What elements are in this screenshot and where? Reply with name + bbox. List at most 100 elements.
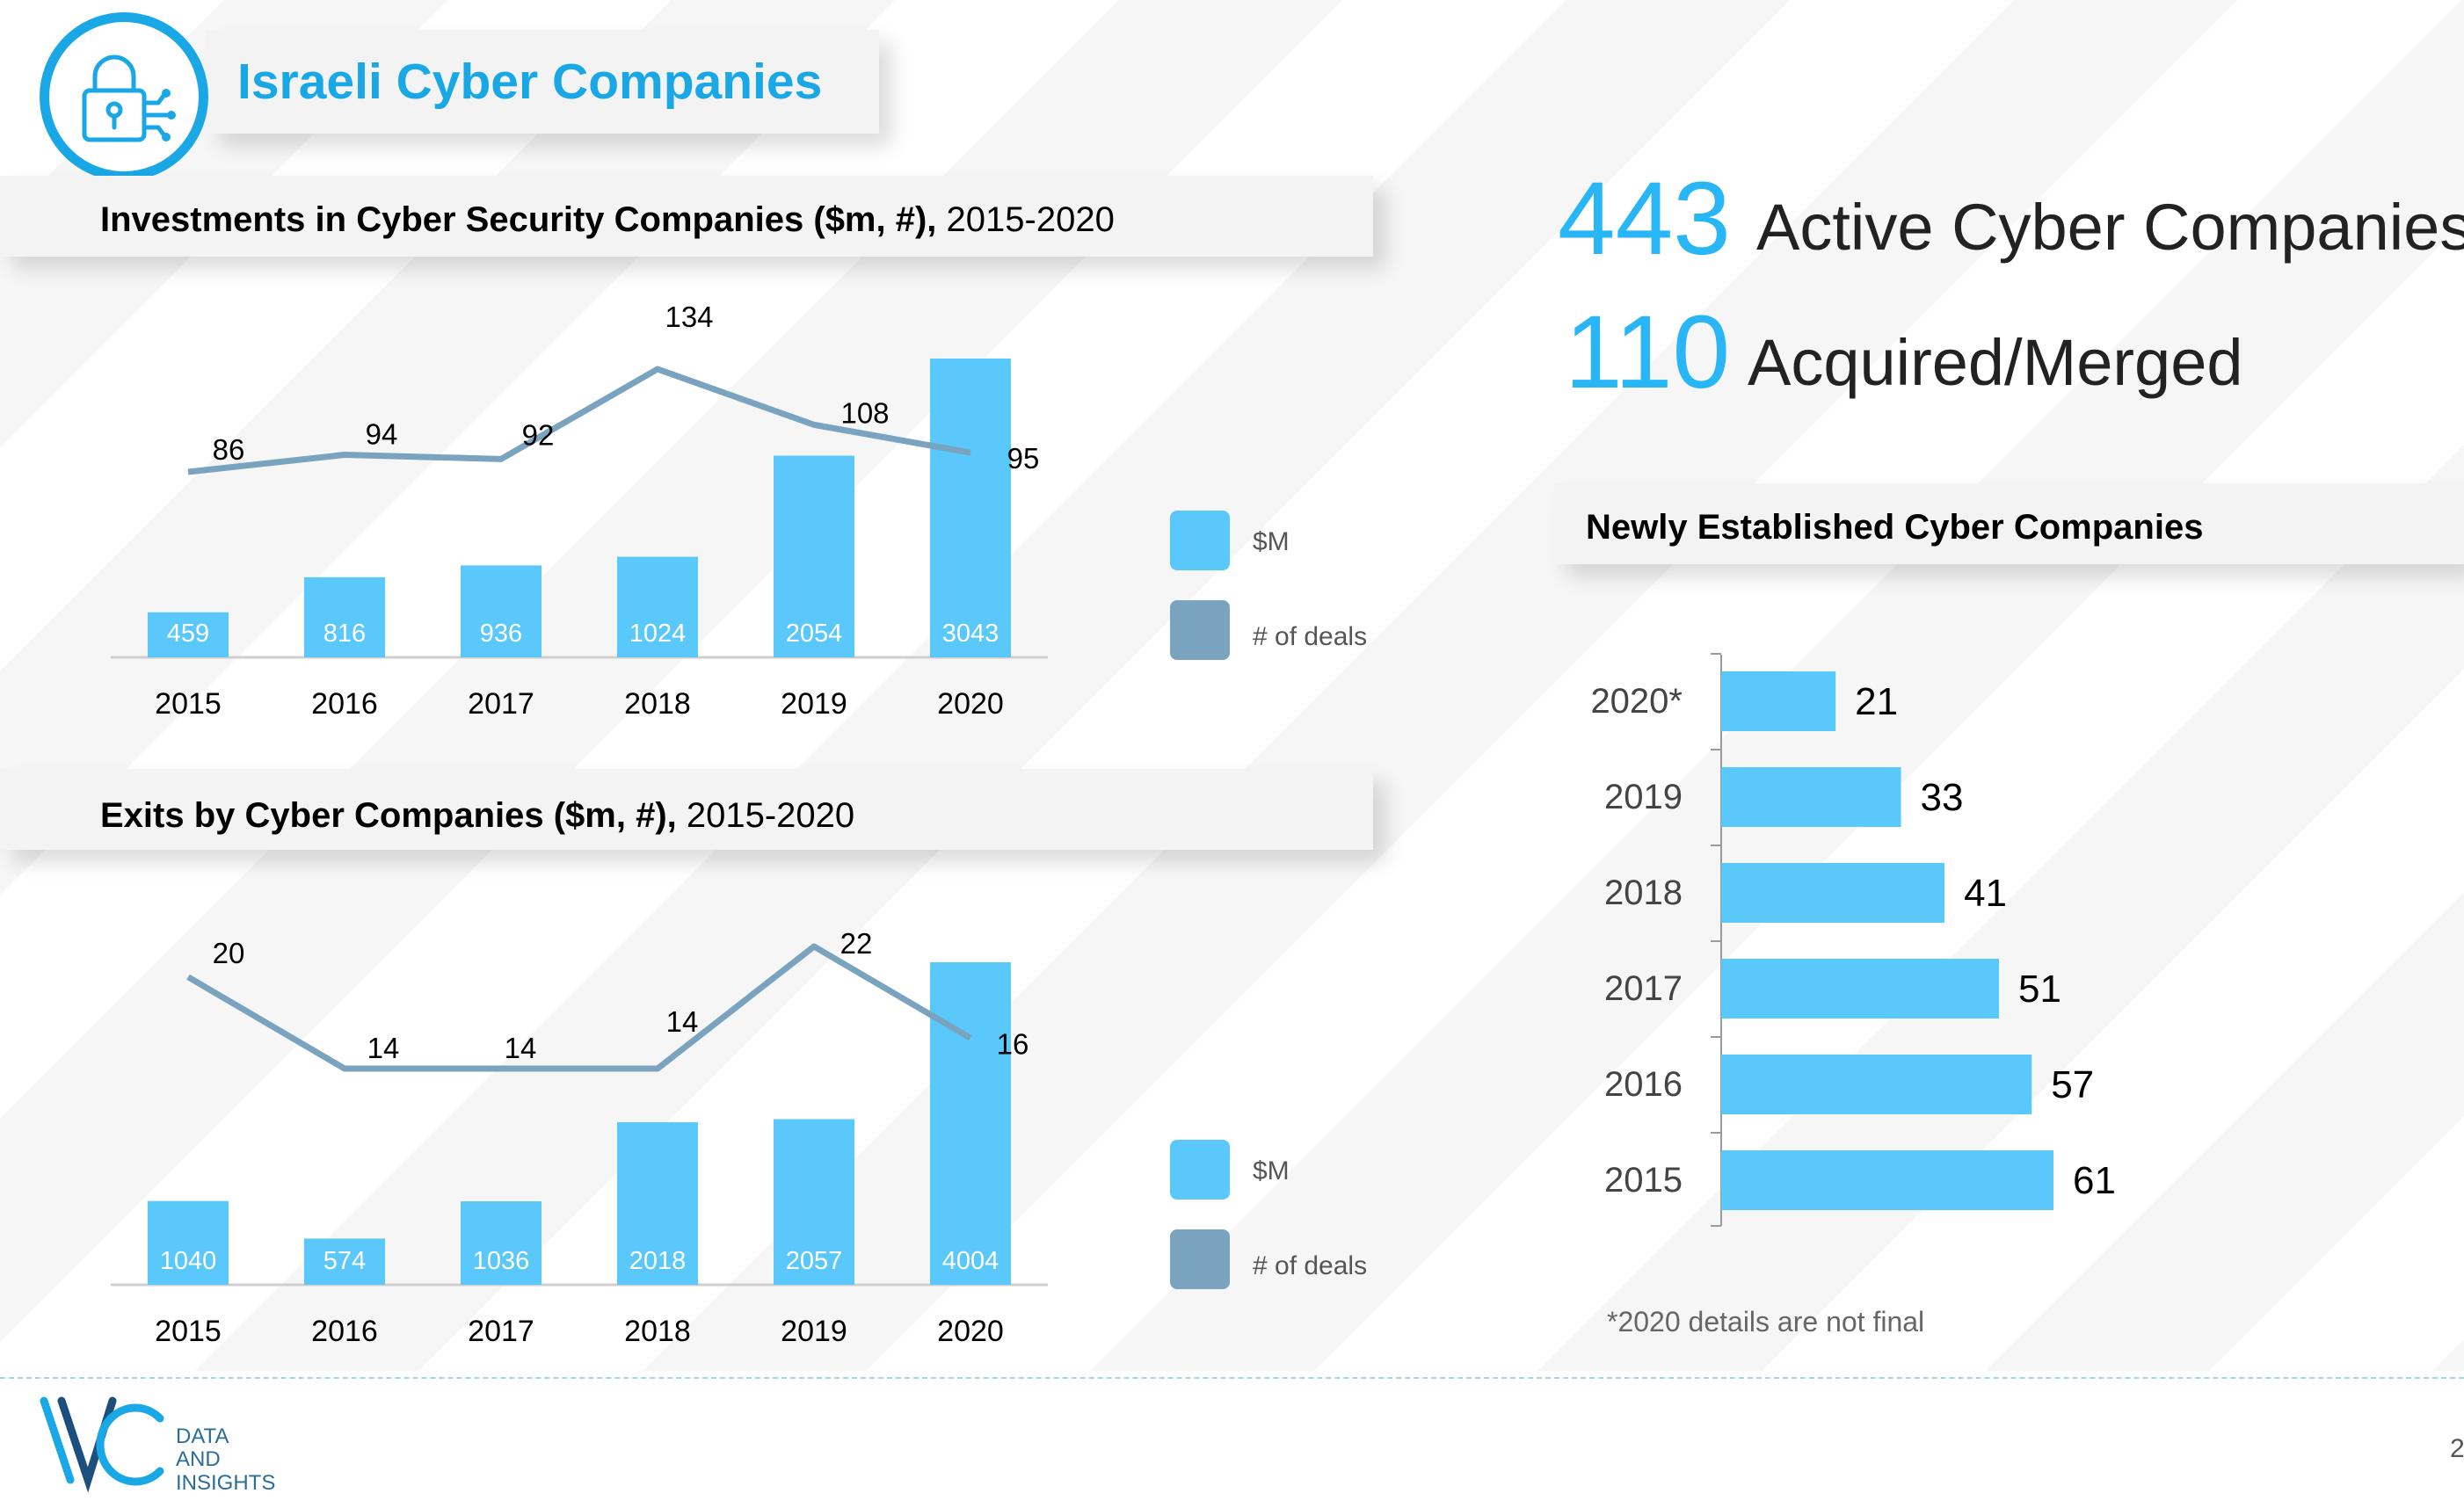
exits-legend-amount-label: $M [1253,1156,1290,1185]
newly-chart: 2020* 21 2019 33 2018 41 2017 51 2016 57 2015 61 [1590,653,2116,1227]
bar-2016 [304,1238,385,1285]
lock-circuit-icon [82,54,176,142]
investments-chart: 459 2015 816 2016 936 2017 1024 2018 2054 2019 304… [111,301,1048,721]
line-value-2020: 16 [997,1027,1029,1060]
exits-chart: 1040201557420161036201720182018205720194… [111,927,1048,1348]
exits-legend-deals-label: # of deals [1253,1251,1368,1280]
bar-value-2020: 4004 [942,1247,999,1275]
bar-value-2017: 936 [480,620,522,648]
exits-title: Exits by Cyber Companies ($m, #), 2015-2… [100,796,854,836]
investments-legend-amount-label: $M [1253,527,1290,556]
bar-value-2016: 574 [323,1247,366,1275]
tick-label-2017: 2017 [468,687,534,721]
investments-header [0,176,1373,257]
bar-2018 [617,556,698,657]
line-value-2015: 20 [213,937,245,969]
newly-bar-2016 [1721,1055,2032,1114]
newly-value-2018: 41 [1964,872,2007,915]
deals-line [186,943,972,1072]
newly-tick-label-2019: 2019 [1604,778,1683,816]
brand-text: DATA AND INSIGHTS [176,1425,275,1495]
newly-title: Newly Established Cyber Companies [1586,508,2204,547]
newly-tick-label-2020*: 2020* [1590,682,1683,721]
newly-bar-2018 [1721,863,1945,923]
bar-2016 [304,576,385,657]
investments-title: Investments in Cyber Security Companies … [100,200,1115,240]
bar-2015 [148,1200,229,1285]
bar-2020 [930,359,1011,657]
investments-legend-deals-label: # of deals [1253,622,1368,651]
newly-value-2015: 61 [2073,1159,2116,1202]
tick-label-2019: 2019 [781,687,847,721]
tick-label-2020: 2020 [937,687,1004,721]
line-value-2020: 95 [1007,442,1040,475]
ivc-logo-icon [40,1396,164,1493]
exits-legend-amount-swatch [1170,1140,1230,1200]
tick-label-2016: 2016 [311,1315,378,1348]
newly-value-2017: 51 [2018,968,2061,1011]
line-value-2019: 22 [840,927,873,960]
bar-value-2018: 1024 [629,620,687,648]
page-number: 2 [2450,1434,2464,1463]
acquired-count: 110 [1565,294,1731,410]
brand-line-3: INSIGHTS [176,1470,276,1495]
investments-legend-amount-swatch [1170,511,1230,570]
newly-bar-2017 [1721,959,2000,1019]
tick-label-2018: 2018 [624,1315,691,1348]
exits-legend-deals-swatch [1170,1229,1230,1289]
line-value-2016: 94 [366,418,398,451]
tick-label-2019: 2019 [781,1315,847,1348]
bar-value-2017: 1036 [473,1247,530,1275]
bar-2018 [617,1122,698,1285]
newly-header [1554,483,2464,564]
brand-line-1: DATA [176,1425,229,1448]
bar-value-2018: 2018 [629,1247,687,1275]
exits-title-bold: Exits by Cyber Companies ($m, #), [100,796,677,835]
investments-title-years: 2015-2020 [936,200,1115,239]
footer-divider [0,1377,2464,1379]
newly-tick-label-2015: 2015 [1604,1161,1683,1200]
bar-value-2016: 816 [323,620,366,648]
newly-bar-2019 [1721,767,1901,827]
tick-label-2017: 2017 [468,1315,534,1348]
line-value-2017: 92 [522,418,555,451]
tick-label-2015: 2015 [155,1315,222,1348]
newly-bar-2015 [1721,1150,2053,1210]
brand-line-2: AND [176,1447,221,1472]
bar-2019 [774,1119,854,1285]
line-value-2018: 14 [666,1005,699,1038]
bar-value-2020: 3043 [942,620,999,648]
newly-tick-label-2018: 2018 [1604,874,1683,912]
newly-bar-2020* [1721,671,1836,731]
exits-header [0,769,1373,850]
newly-tick-label-2017: 2017 [1604,969,1683,1008]
line-value-2019: 108 [840,396,889,429]
tick-label-2020: 2020 [937,1315,1004,1348]
bar-2020 [930,962,1011,1285]
exits-title-years: 2015-2020 [676,796,855,835]
newly-tick-label-2016: 2016 [1604,1065,1683,1104]
bar-value-2019: 2057 [786,1247,843,1275]
title-banner [207,30,879,134]
bar-2019 [774,455,854,657]
deals-line [187,366,971,475]
logo-circle [40,12,208,181]
bar-value-2015: 1040 [160,1247,217,1275]
newly-value-2016: 57 [2051,1063,2094,1106]
newly-value-2020*: 21 [1855,680,1898,723]
bar-2017 [461,565,541,657]
bar-value-2019: 2054 [786,620,843,648]
line-value-2017: 14 [505,1032,537,1064]
active-count: 443 [1558,161,1731,277]
line-value-2016: 14 [367,1032,400,1064]
tick-label-2016: 2016 [311,687,378,721]
acquired-label: Acquired/Merged [1748,326,2243,399]
page-title: Israeli Cyber Companies [237,54,823,110]
active-label: Active Cyber Companies [1756,191,2464,264]
line-value-2018: 134 [665,301,713,333]
newly-value-2019: 33 [1920,776,1963,819]
line-value-2015: 86 [213,433,245,466]
bar-2015 [148,612,229,657]
tick-label-2015: 2015 [155,687,222,721]
investments-title-bold: Investments in Cyber Security Companies … [100,200,937,239]
